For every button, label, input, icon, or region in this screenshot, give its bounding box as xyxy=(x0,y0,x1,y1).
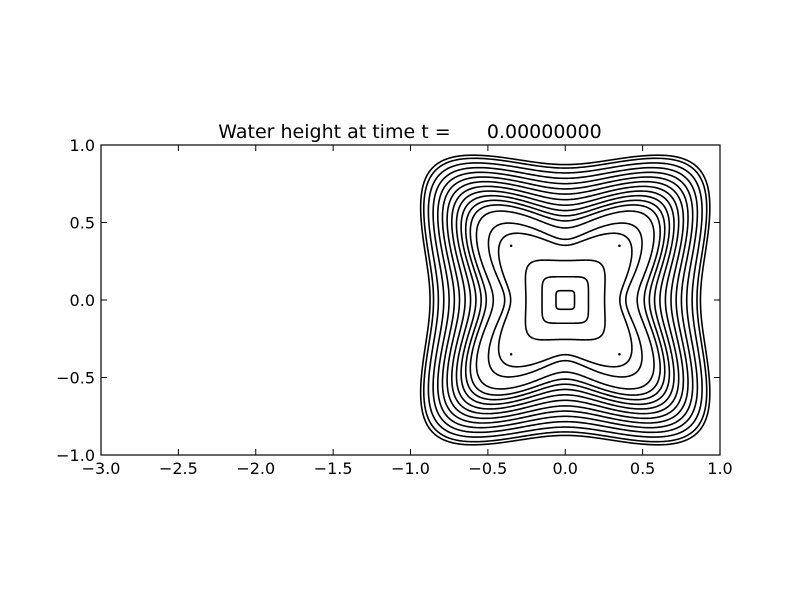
contour-line xyxy=(441,176,689,424)
x-axis: −3.0 −2.5 −2.0 −1.5 −1.0 −0.5 0.0 0.5 1.0 xyxy=(82,145,733,478)
contour-point xyxy=(618,352,621,356)
y-tick-label: −1.0 xyxy=(56,446,95,465)
contour-line xyxy=(437,171,694,429)
contour-line xyxy=(419,154,711,446)
contour-line xyxy=(460,194,671,406)
contour-line xyxy=(446,180,685,420)
contour-line xyxy=(427,162,703,438)
contour-line xyxy=(524,259,606,341)
x-tick-label: −0.5 xyxy=(468,459,507,478)
contour-line xyxy=(475,210,655,390)
contour-point xyxy=(618,244,621,248)
y-tick-label: 0.5 xyxy=(70,214,95,233)
chart-title: Water height at time t = 0.00000000 xyxy=(218,121,601,143)
contour-line xyxy=(432,166,699,434)
y-tick-label: 1.0 xyxy=(70,136,95,155)
x-tick-label: −1.5 xyxy=(314,459,353,478)
x-tick-label: −2.0 xyxy=(236,459,275,478)
x-tick-label: 1.0 xyxy=(707,459,732,478)
contour-line xyxy=(487,222,643,378)
contour-point xyxy=(509,352,513,356)
x-tick-label: 0.0 xyxy=(553,459,578,478)
contour-point xyxy=(509,244,513,248)
contour-line xyxy=(497,232,633,368)
contour-line xyxy=(555,289,576,311)
x-tick-label: −1.0 xyxy=(391,459,430,478)
contour-line xyxy=(455,190,675,410)
y-tick-label: −0.5 xyxy=(56,369,95,388)
y-axis: −1.0 −0.5 0.0 0.5 1.0 xyxy=(56,136,720,465)
x-tick-label: −2.5 xyxy=(159,459,198,478)
contour-line xyxy=(469,204,661,396)
y-tick-label: 0.0 xyxy=(70,291,95,310)
contour-line xyxy=(451,185,680,415)
contour-lines xyxy=(419,154,711,446)
contour-line xyxy=(422,157,708,443)
contour-line xyxy=(464,199,666,401)
x-tick-label: −3.0 xyxy=(82,459,121,478)
contour-line xyxy=(541,275,590,325)
x-tick-label: 0.5 xyxy=(630,459,655,478)
